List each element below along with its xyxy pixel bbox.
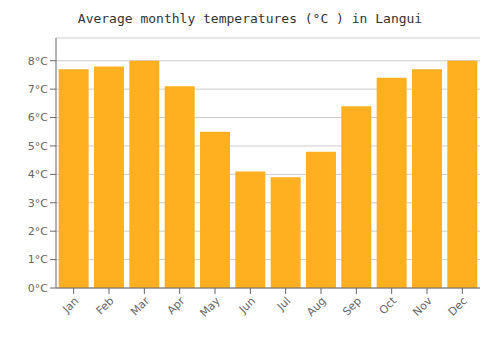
svg-text:May: May (197, 294, 223, 320)
html-text:Average monthly temperatures (: Average monthly temperatures (°C ) in La… (77, 11, 423, 26)
svg-text:Mar: Mar (128, 294, 152, 318)
svg-text:Jun: Jun (236, 294, 258, 316)
svg-text:Sep: Sep (340, 294, 364, 318)
svg-text:Feb: Feb (94, 294, 117, 317)
svg-text:4°C: 4°C (28, 168, 48, 181)
svg-text:7°C: 7°C (28, 83, 48, 96)
svg-text:Jul: Jul (274, 294, 293, 313)
svg-text:Dec: Dec (446, 294, 470, 318)
svg-text:Aug: Aug (304, 294, 328, 318)
svg-text:5°C: 5°C (28, 140, 48, 153)
svg-text:3°C: 3°C (28, 197, 48, 210)
svg-text:6°C: 6°C (28, 111, 48, 124)
svg-text:Oct: Oct (377, 294, 400, 317)
svg-text:8°C: 8°C (28, 55, 48, 68)
svg-text:Jan: Jan (59, 294, 81, 316)
svg-text:0°C: 0°C (28, 282, 48, 295)
svg-text:Apr: Apr (165, 294, 188, 317)
svg-text:Nov: Nov (410, 294, 435, 319)
svg-text:2°C: 2°C (28, 225, 48, 238)
svg-text:1°C: 1°C (28, 253, 48, 266)
